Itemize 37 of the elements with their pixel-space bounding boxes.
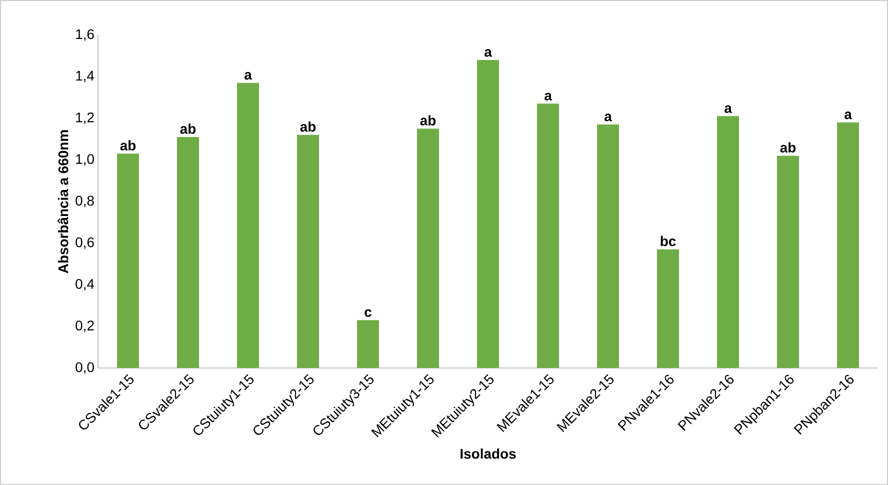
- bar: [657, 249, 680, 368]
- annotation: ab: [300, 121, 316, 132]
- bar: [117, 154, 139, 368]
- bar: [717, 116, 740, 368]
- annotation: bc: [660, 236, 676, 246]
- bar: [357, 320, 380, 368]
- y-tick-label: 0,8: [76, 196, 94, 208]
- annotation: ab: [780, 142, 796, 153]
- y-tick-label: 0,2: [76, 320, 94, 332]
- annotation: ab: [180, 124, 196, 134]
- annotation: a: [484, 49, 492, 57]
- annotation: a: [724, 105, 732, 113]
- annotation: a: [244, 72, 252, 80]
- bar: [597, 124, 620, 368]
- y-tick-label: 1,2: [76, 112, 94, 124]
- x-axis-title: Isolados: [460, 448, 516, 459]
- y-tick-label: 1,4: [76, 70, 94, 82]
- bar: [297, 134, 320, 368]
- bar: [837, 122, 860, 368]
- bar: [417, 128, 440, 368]
- bar: [237, 82, 260, 368]
- y-tick-label: 1,6: [76, 29, 94, 41]
- bar: [777, 156, 800, 368]
- y-axis-title: Absorbância a 660nm: [58, 130, 68, 274]
- y-tick-label: 1,0: [76, 154, 94, 166]
- y-tick-label: 0,0: [76, 362, 94, 374]
- annotation: a: [544, 92, 552, 100]
- annotation: a: [604, 114, 612, 122]
- annotation: ab: [120, 140, 136, 150]
- y-tick-label: 0,4: [76, 278, 94, 291]
- annotation: ab: [420, 115, 436, 126]
- bar: [177, 136, 200, 368]
- bar: [537, 104, 560, 368]
- annotation: c: [364, 309, 372, 317]
- annotation: a: [844, 112, 852, 120]
- bar: [477, 60, 500, 368]
- y-tick-label: 0,6: [76, 237, 94, 249]
